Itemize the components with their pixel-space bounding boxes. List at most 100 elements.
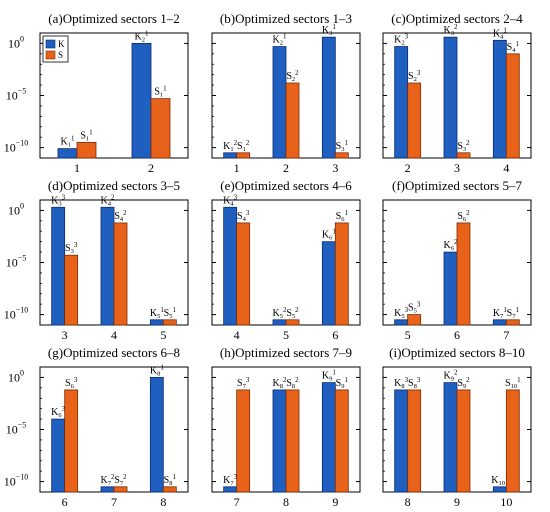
s-bar — [162, 486, 177, 493]
panel-title: (c)Optimized sectors 2–4 — [391, 11, 523, 26]
bar-label: K11 — [61, 135, 75, 149]
bar-label: S92 — [457, 376, 470, 390]
x-tick-label: 7 — [503, 328, 509, 342]
s-bar — [334, 389, 349, 493]
x-tick-label: 5 — [405, 328, 411, 342]
bar-label: S72 — [114, 473, 127, 487]
legend-swatch-s — [45, 50, 56, 60]
bar-label: S83 — [408, 376, 421, 390]
y-tick-label: 10−10 — [4, 139, 29, 155]
k-bar — [272, 46, 287, 159]
y-tick-label: 10−10 — [4, 473, 29, 489]
x-tick-label: 2 — [283, 161, 289, 175]
bar-label: S12 — [237, 139, 250, 153]
k-bar — [492, 319, 507, 326]
k-bar — [149, 377, 164, 493]
bar-label: K72 — [101, 473, 115, 487]
chart-panel-g: (g)Optimized sectors 6–8 100 10−5 10−10 6 K63… — [4, 345, 189, 509]
s-bar — [285, 82, 300, 159]
k-bar — [272, 319, 287, 326]
bar-label: S22 — [286, 69, 299, 83]
x-tick-label: 2 — [148, 161, 154, 175]
k-bar — [272, 389, 287, 493]
bar-label: S41 — [507, 40, 520, 54]
x-tick-label: 3 — [62, 328, 68, 342]
bar-label: S51 — [164, 306, 177, 320]
k-bar — [492, 39, 507, 159]
k-bar — [321, 36, 336, 159]
s-bar — [334, 152, 349, 159]
legend-label-k: K — [58, 39, 65, 49]
bar-label: S42 — [114, 209, 127, 223]
x-tick-label: 4 — [111, 328, 117, 342]
bar-label: K43 — [223, 193, 237, 207]
y-tick-label: 100 — [8, 201, 24, 217]
k-bar — [149, 319, 164, 326]
s-bar — [113, 222, 128, 326]
bar-label: K61 — [322, 228, 336, 242]
bar-label: K52 — [273, 306, 287, 320]
k-bar — [223, 206, 238, 326]
bar-label: K23 — [394, 33, 408, 47]
k-bar — [321, 382, 336, 493]
k-bar — [492, 486, 507, 493]
legend-label-s: S — [58, 50, 63, 60]
k-bar — [131, 43, 152, 159]
bar-label: S61 — [336, 209, 349, 223]
x-tick-label: 9 — [454, 495, 460, 509]
bar-label: K62 — [444, 238, 458, 252]
y-tick-label: 100 — [8, 368, 24, 384]
bar-label: S43 — [237, 209, 250, 223]
x-tick-label: 7 — [234, 495, 240, 509]
panel-title: (a)Optimized sectors 1–2 — [48, 11, 179, 26]
s-bar — [76, 141, 97, 159]
k-bar — [394, 389, 409, 493]
x-tick-label: 1 — [234, 161, 240, 175]
panel-title: (f)Optimized sectors 5–7 — [392, 178, 522, 193]
k-bar — [223, 152, 238, 159]
chart-panel-f: (f)Optimized sectors 5–7 5 K53 S53 6 K62 S62 7 K… — [382, 178, 532, 342]
bar-label: S53 — [408, 301, 421, 315]
y-tick-label: 10−5 — [6, 87, 27, 103]
x-tick-label: 4 — [234, 328, 240, 342]
x-tick-label: 8 — [283, 495, 289, 509]
x-tick-label: 5 — [283, 328, 289, 342]
x-tick-label: 10 — [500, 495, 512, 509]
x-tick-label: 6 — [454, 328, 460, 342]
x-tick-label: 5 — [160, 328, 166, 342]
bar-label: K71 — [493, 306, 507, 320]
y-tick-label: 10−5 — [6, 421, 27, 437]
bar-label: S31 — [336, 139, 349, 153]
s-bar — [113, 486, 128, 493]
x-tick-label: 8 — [405, 495, 411, 509]
s-bar — [236, 222, 251, 326]
bar-label: K63 — [51, 405, 65, 419]
bar-label: S52 — [286, 306, 299, 320]
bar-label: K21 — [273, 33, 287, 47]
k-bar — [223, 486, 238, 493]
x-tick-label: 1 — [74, 161, 80, 175]
panel-title: (d)Optimized sectors 3–5 — [48, 178, 180, 193]
s-bar — [456, 389, 471, 493]
chart-panel-a: (a)Optimized sectors 1–2 100 10−5 10−10 1 K11… — [4, 11, 189, 175]
panel-title: (h)Optimized sectors 7–9 — [220, 345, 352, 360]
s-bar — [456, 152, 471, 159]
k-bar — [57, 148, 78, 159]
panel-title: (g)Optimized sectors 6–8 — [48, 345, 180, 360]
x-tick-label: 6 — [332, 328, 338, 342]
bar-label: S101 — [505, 376, 521, 390]
bar-label: S33 — [65, 241, 78, 255]
k-bar — [443, 251, 458, 326]
bar-label: K42 — [101, 193, 115, 207]
x-tick-label: 3 — [454, 161, 460, 175]
s-bar — [64, 389, 79, 493]
s-bar — [334, 222, 349, 326]
s-bar — [236, 389, 251, 493]
x-tick-label: 8 — [160, 495, 166, 509]
legend: KS — [42, 35, 69, 63]
k-bar — [321, 241, 336, 326]
y-tick-label: 10−10 — [4, 306, 29, 322]
